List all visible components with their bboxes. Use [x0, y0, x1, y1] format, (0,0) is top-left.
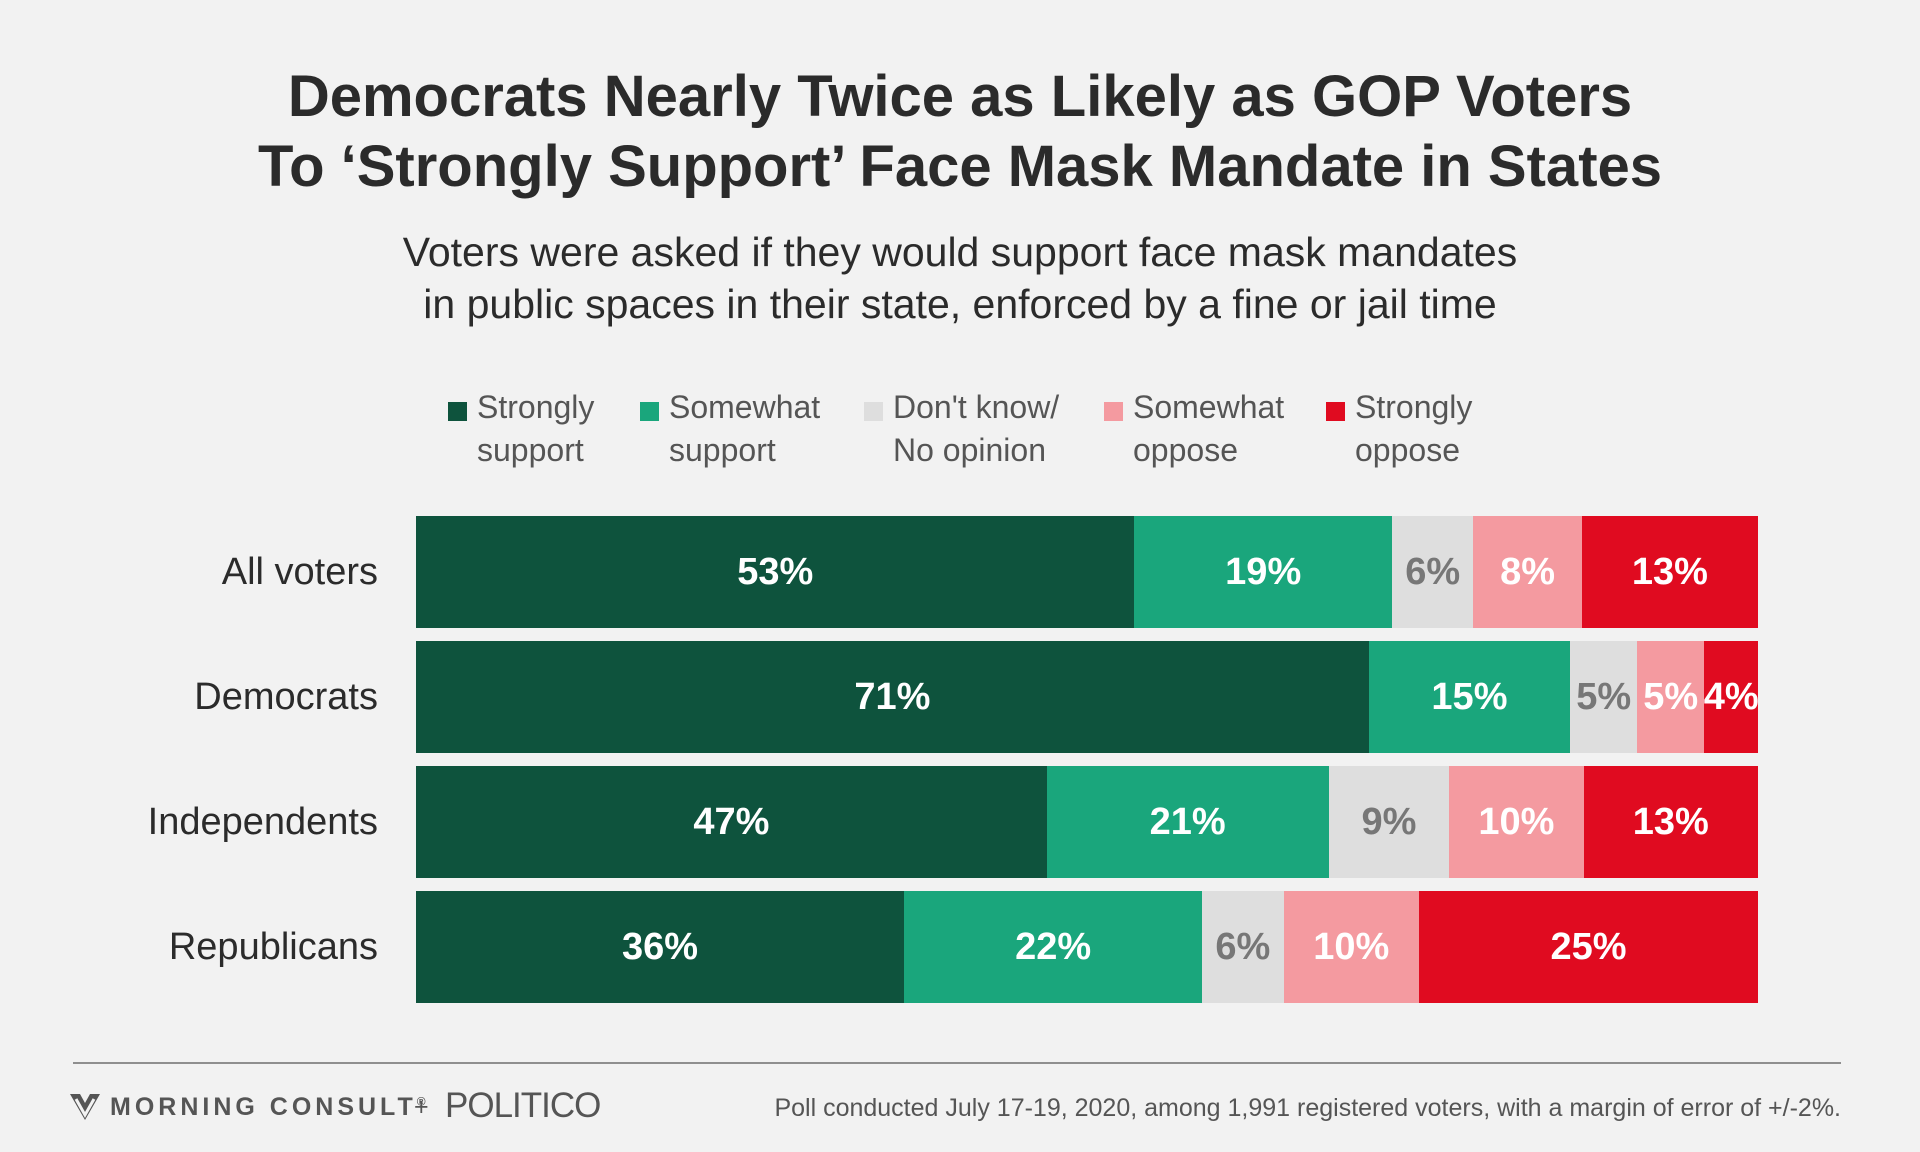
chart-title-line-1: Democrats Nearly Twice as Likely as GOP … — [287, 64, 1633, 129]
bar-row: 71% 15% 5% 5% 4% — [416, 641, 1759, 753]
data-label: 5% — [1643, 675, 1699, 718]
legend-item-2: Somewhat support — [640, 386, 820, 472]
bar-segment: 36% — [416, 891, 904, 1003]
data-label: 71% — [854, 675, 931, 718]
bar-segment: 5% — [1570, 641, 1638, 753]
legend-swatch — [640, 402, 659, 421]
legend-item-1: Strongly support — [448, 386, 594, 472]
legend-label-line: Somewhat — [669, 389, 821, 425]
data-label: 36% — [621, 925, 699, 968]
data-label: 6% — [1405, 550, 1461, 593]
chart-subtitle: Voters were asked if they would support … — [0, 226, 1920, 330]
morning-consult-wordmark: MORNING CONSULT® — [110, 1093, 426, 1121]
data-label: 5% — [1576, 675, 1632, 718]
data-label: 4% — [1703, 675, 1759, 718]
bar-segment: 53% — [416, 516, 1135, 628]
legend-label: Somewhat oppose — [1133, 386, 1284, 472]
data-label: 13% — [1631, 550, 1708, 593]
row-label: All voters — [221, 551, 378, 593]
data-label: 10% — [1478, 800, 1555, 843]
data-label: 10% — [1313, 925, 1390, 968]
legend-swatch — [1326, 402, 1345, 421]
bar-segment: 22% — [904, 891, 1203, 1003]
data-label: 53% — [737, 550, 814, 593]
bar-segment: 6% — [1202, 891, 1284, 1003]
legend-swatch — [1104, 402, 1123, 421]
bar-segment: 19% — [1134, 516, 1392, 628]
legend-swatch — [448, 402, 467, 421]
chart-title: Democrats Nearly Twice as Likely as GOP … — [0, 62, 1920, 202]
data-label: 8% — [1500, 550, 1555, 593]
row-label: Democrats — [194, 676, 378, 718]
legend-label-line: Strongly — [1355, 389, 1473, 425]
bar-segment: 71% — [416, 641, 1369, 753]
row-label: Independents — [147, 801, 378, 843]
chart-legend: Strongly support Somewhat support Don't know… — [0, 386, 1920, 486]
data-label: 47% — [693, 800, 770, 843]
bar-row: 53% 19% 6% 8% 13% — [416, 516, 1758, 628]
data-label: 22% — [1015, 925, 1092, 968]
bar-segment: 21% — [1046, 766, 1329, 878]
bar-row: 47% 21% 9% 10% 13% — [416, 766, 1758, 878]
legend-label-line: Don't know/ — [893, 389, 1060, 425]
data-label: 21% — [1149, 800, 1226, 843]
bar-segment: 5% — [1637, 641, 1705, 753]
legend-item-4: Somewhat oppose — [1104, 386, 1284, 472]
legend-label: Strongly oppose — [1355, 386, 1472, 472]
data-label: 15% — [1431, 675, 1508, 718]
row-label: Republicans — [168, 926, 378, 968]
legend-label-line: oppose — [1355, 432, 1460, 468]
morning-consult-logo-icon — [70, 1094, 100, 1120]
data-label: 9% — [1361, 800, 1417, 843]
data-label: 13% — [1632, 800, 1709, 843]
legend-item-3: Don't know/No opinion — [864, 386, 1059, 472]
brand-plus-sign: + — [414, 1093, 429, 1121]
bar-row: 36% 22% 6% 10% 25% — [416, 891, 1758, 1003]
legend-label-line: support — [669, 432, 776, 468]
legend-label-line: No opinion — [893, 432, 1046, 468]
legend-label: Don't know/No opinion — [893, 386, 1059, 472]
chart-subtitle-line-1: Voters were asked if they would support … — [402, 229, 1518, 275]
bar-segment: 15% — [1368, 641, 1571, 753]
data-label: 6% — [1215, 925, 1271, 968]
registered-mark: ® — [416, 1094, 426, 1109]
bar-segment: 25% — [1419, 891, 1758, 1003]
legend-label-line: support — [477, 432, 584, 468]
bar-segment: 6% — [1392, 516, 1474, 628]
bar-segment: 13% — [1581, 516, 1758, 628]
footer-divider — [73, 1062, 1841, 1064]
bar-segment: 13% — [1583, 766, 1758, 878]
chart-subtitle-line-2: in public spaces in their state, enforce… — [423, 281, 1497, 327]
bar-segment: 9% — [1328, 766, 1450, 878]
legend-label: Strongly support — [477, 386, 594, 472]
legend-swatch — [864, 402, 883, 421]
bar-segment: 47% — [416, 766, 1047, 878]
bar-segment: 8% — [1473, 516, 1582, 628]
data-label: 25% — [1550, 925, 1627, 968]
legend-label-line: Strongly — [477, 389, 595, 425]
bar-segment: 10% — [1449, 766, 1584, 878]
bar-segment: 10% — [1283, 891, 1420, 1003]
chart-title-line-2: To ‘Strongly Support’ Face Mask Mandate … — [257, 134, 1663, 199]
legend-label: Somewhat support — [669, 386, 820, 472]
data-label: 19% — [1225, 550, 1302, 593]
legend-label-line: Somewhat — [1133, 389, 1285, 425]
legend-label-line: oppose — [1133, 432, 1238, 468]
legend-item-5: Strongly oppose — [1326, 386, 1472, 472]
bar-segment: 4% — [1703, 641, 1759, 753]
source-note: Poll conducted July 17-19, 2020, among 1… — [774, 1094, 1841, 1122]
politico-wordmark: POLITICO — [445, 1086, 601, 1125]
